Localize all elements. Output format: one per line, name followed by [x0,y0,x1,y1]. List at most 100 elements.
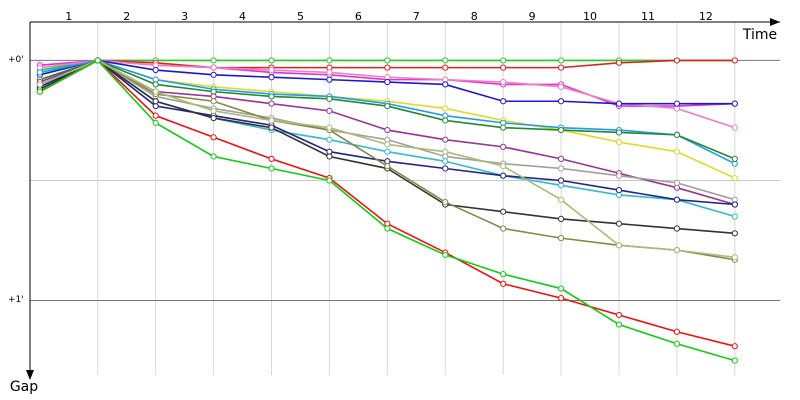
point [36,88,43,95]
point [210,71,217,78]
point [268,66,275,74]
point [268,117,275,124]
point [731,254,738,261]
x-tick-label: 2 [123,10,130,23]
point [210,57,217,64]
point [500,98,507,105]
point [442,57,449,64]
point [442,105,449,112]
point [557,295,565,302]
point [442,136,449,143]
point [152,98,159,105]
x-tick-label: 9 [529,10,536,23]
point [557,285,565,292]
point [673,57,681,64]
point [731,357,738,364]
point [326,153,333,160]
point [557,215,565,223]
point [731,201,738,208]
point [210,134,217,141]
point [152,66,159,74]
point [326,95,333,102]
point [384,102,391,110]
x-axis-arrow [770,18,780,26]
point [615,100,623,107]
x-tick-label: 11 [641,10,655,23]
point [210,153,217,160]
point [731,100,738,107]
point [442,148,449,155]
point [500,172,507,179]
point [731,343,738,350]
point [731,174,738,182]
point [673,148,681,155]
point [557,83,565,90]
point [210,64,217,71]
point [210,98,217,105]
point [673,247,681,254]
x-tick-label: 3 [181,10,188,23]
point [268,100,275,107]
point [731,230,738,237]
point [615,220,623,227]
point [500,124,507,131]
point [384,126,391,134]
x-tick-label: 12 [699,10,713,23]
x-tick-label: 8 [471,10,478,23]
point [557,126,565,134]
y-axis-label: Gap [10,379,38,395]
point [673,179,681,186]
point [442,81,449,88]
point [442,158,449,165]
point [36,81,43,88]
point [152,112,159,119]
x-tick-label: 6 [355,10,362,23]
point [326,107,333,114]
point [673,225,681,232]
point [615,129,623,136]
point [500,271,507,278]
x-tick-label: 7 [413,10,420,23]
point [500,208,507,215]
point [673,340,681,347]
point [94,57,101,64]
point [442,64,449,71]
point [326,177,333,184]
point [557,155,565,162]
point [384,162,391,170]
point [557,64,565,71]
point [615,242,623,249]
point [500,143,507,150]
x-tick-label: 4 [239,10,246,23]
point [384,148,391,155]
point [557,177,565,184]
point [557,196,565,203]
x-tick-label: 5 [297,10,304,23]
x-tick-label: 10 [583,10,597,23]
point [731,155,738,162]
point [326,124,333,131]
point [615,321,623,328]
point [268,124,275,131]
point [500,162,507,170]
point [615,172,623,179]
point [268,93,275,100]
point [326,136,333,143]
point [673,328,681,335]
point [210,114,217,122]
point [731,213,738,220]
point [152,119,159,126]
x-axis-label: Time [742,27,777,43]
point [384,78,391,86]
y-tick-label: +0' [8,55,24,65]
point [384,64,391,71]
y-tick-label: +1' [8,295,24,305]
x-tick-label: 1 [65,10,72,23]
point [326,76,333,83]
point [500,57,507,64]
point [152,88,159,95]
y-axis-arrow [26,370,34,380]
point [673,196,681,203]
point [615,138,623,146]
